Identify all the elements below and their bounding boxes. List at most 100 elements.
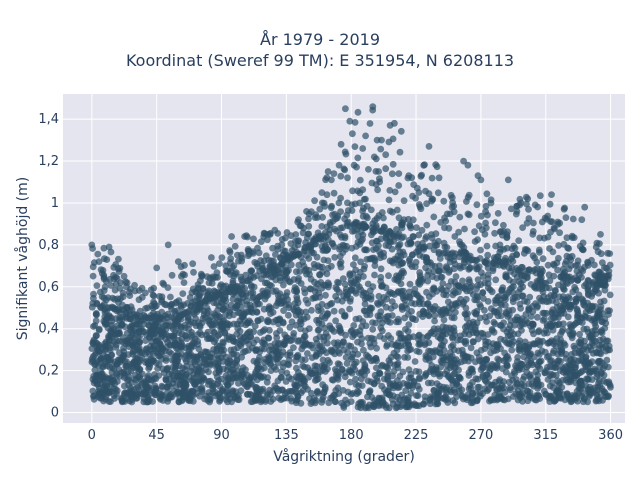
data-point: [151, 371, 158, 378]
data-point: [260, 345, 268, 353]
data-point: [509, 295, 517, 302]
data-point: [223, 324, 231, 331]
data-point: [389, 135, 397, 143]
data-point: [285, 311, 292, 319]
data-point: [93, 299, 101, 307]
data-point: [503, 328, 511, 336]
data-point: [492, 242, 499, 250]
data-point: [93, 282, 101, 289]
data-point: [469, 368, 477, 376]
data-point: [443, 287, 451, 295]
data-point: [475, 353, 483, 361]
data-point: [323, 191, 331, 199]
data-point: [301, 267, 309, 275]
data-point: [474, 236, 481, 244]
data-point: [405, 341, 413, 349]
data-point: [492, 219, 499, 227]
data-point: [402, 387, 410, 394]
data-point: [495, 293, 503, 300]
data-point: [280, 359, 287, 367]
data-point: [588, 331, 596, 338]
data-point: [318, 223, 326, 230]
data-point: [342, 285, 350, 293]
data-point: [122, 310, 130, 318]
data-point: [528, 320, 536, 328]
data-point: [290, 344, 297, 351]
data-point: [466, 264, 474, 272]
data-point: [193, 371, 201, 379]
data-point: [574, 277, 582, 284]
data-point: [564, 274, 572, 281]
data-point: [465, 211, 473, 219]
data-point: [481, 385, 489, 393]
data-point: [464, 161, 472, 169]
data-point: [111, 380, 119, 387]
data-point: [504, 176, 512, 184]
data-point: [288, 247, 296, 254]
data-point: [182, 355, 189, 363]
data-point: [346, 117, 354, 125]
data-point: [455, 228, 462, 236]
data-point: [510, 242, 518, 250]
data-point: [455, 253, 463, 261]
data-point: [352, 220, 359, 227]
data-point: [218, 254, 226, 261]
data-point: [356, 283, 363, 291]
data-point: [477, 246, 484, 254]
data-point: [324, 339, 331, 347]
data-point: [346, 378, 354, 386]
data-point: [550, 291, 558, 299]
data-point: [372, 181, 380, 188]
data-point: [247, 373, 255, 381]
data-point: [470, 338, 477, 346]
data-point: [432, 366, 440, 373]
data-point: [418, 226, 426, 234]
data-point: [276, 274, 284, 282]
data-point: [378, 283, 386, 290]
x-tick-label: 135: [274, 428, 299, 443]
data-point: [230, 337, 238, 345]
data-point: [108, 303, 116, 311]
data-point: [582, 343, 589, 350]
data-point: [337, 208, 344, 216]
data-point: [505, 276, 513, 284]
data-point: [518, 360, 526, 368]
x-tick-label: 270: [468, 428, 493, 443]
data-point: [330, 189, 338, 197]
data-point: [318, 199, 326, 207]
data-point: [175, 329, 183, 337]
data-point: [431, 312, 439, 319]
data-point: [557, 336, 565, 344]
data-point: [236, 327, 244, 335]
data-point: [164, 388, 172, 396]
data-point: [346, 270, 354, 278]
data-point: [598, 385, 606, 393]
data-point: [315, 326, 323, 334]
data-point: [349, 228, 356, 235]
data-point: [363, 202, 371, 210]
data-point: [578, 295, 586, 303]
data-point: [272, 251, 279, 258]
data-point: [350, 261, 357, 268]
data-point: [228, 233, 236, 240]
data-point: [168, 271, 176, 279]
data-point: [342, 354, 350, 361]
data-point: [527, 350, 534, 358]
data-point: [507, 205, 515, 213]
data-point: [433, 389, 441, 397]
data-point: [536, 234, 544, 242]
data-point: [375, 168, 382, 175]
data-point: [484, 251, 492, 259]
data-point: [429, 328, 436, 335]
data-point: [101, 382, 109, 389]
data-point: [475, 263, 483, 271]
data-point: [283, 337, 290, 345]
data-point: [362, 366, 369, 373]
data-point: [475, 222, 483, 230]
data-point: [527, 371, 534, 379]
data-point: [487, 396, 495, 404]
data-point: [539, 255, 547, 263]
data-point: [463, 198, 470, 205]
data-point: [565, 245, 572, 252]
